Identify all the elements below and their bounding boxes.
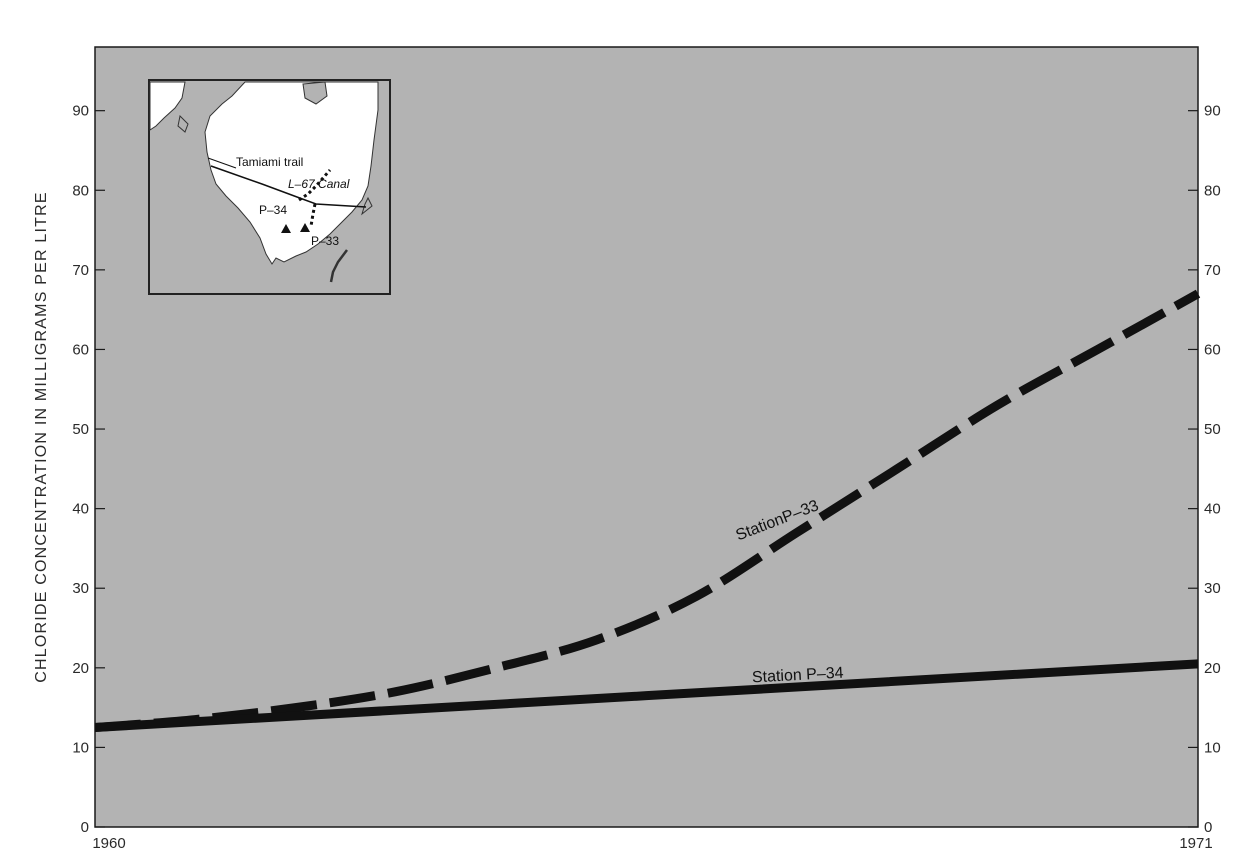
y-axis-ticks: 0 0 10 10 20 20 30 30 40 40 50 50 60 60 70 70 80 80 90 90 xyxy=(72,103,1220,836)
tamiami-leader xyxy=(207,157,237,169)
x-tick-label-1971: 1971 xyxy=(1179,835,1212,852)
series-line-p34 xyxy=(94,659,1199,733)
y-tick-label-right-10: 10 xyxy=(1204,739,1221,756)
y-tick-label-left-10: 10 xyxy=(72,739,89,756)
y-tick-label-right-50: 50 xyxy=(1204,421,1221,438)
y-tick-label-left-40: 40 xyxy=(72,501,89,518)
station-p34-marker xyxy=(281,224,291,233)
map-label-tamiami: Tamiami trail xyxy=(236,155,303,169)
inset-map: Tamiami trail L–67 Canal P–34 P–33 xyxy=(148,79,391,295)
bay-island xyxy=(177,114,189,133)
y-tick-label-right-60: 60 xyxy=(1204,341,1221,358)
florida-keys xyxy=(329,249,348,283)
florida-land xyxy=(204,81,379,265)
y-tick-label-left-70: 70 xyxy=(72,262,89,279)
y-tick-label-right-90: 90 xyxy=(1204,103,1221,120)
y-tick-label-right-80: 80 xyxy=(1204,182,1221,199)
y-tick-label-left-0: 0 xyxy=(81,819,89,836)
map-label-p33: P–33 xyxy=(311,234,339,248)
y-tick-label-right-70: 70 xyxy=(1204,262,1221,279)
y-tick-label-left-80: 80 xyxy=(72,182,89,199)
y-tick-label-right-40: 40 xyxy=(1204,501,1221,518)
y-tick-label-right-20: 20 xyxy=(1204,660,1221,677)
series-layer xyxy=(94,289,1201,733)
y-axis-title: CHLORIDE CONCENTRATION IN MILLIGRAMS PER… xyxy=(33,191,50,682)
y-tick-label-left-50: 50 xyxy=(72,421,89,438)
x-tick-label-1960: 1960 xyxy=(92,835,125,852)
y-tick-label-left-30: 30 xyxy=(72,580,89,597)
station-p33-marker xyxy=(300,223,310,232)
y-tick-label-right-30: 30 xyxy=(1204,580,1221,597)
y-tick-label-left-90: 90 xyxy=(72,103,89,120)
tamiami-trail-line xyxy=(210,165,367,208)
l67-canal-line xyxy=(298,169,332,202)
series-label-p34: Station P–34 xyxy=(752,665,844,687)
lake-okeechobee xyxy=(302,81,328,105)
y-tick-label-left-20: 20 xyxy=(72,660,89,677)
y-tick-label-left-60: 60 xyxy=(72,341,89,358)
y-tick-label-right-0: 0 xyxy=(1204,819,1212,836)
panhandle-land xyxy=(149,81,186,131)
map-label-canal: L–67 Canal xyxy=(288,177,350,191)
series-line-p33 xyxy=(94,289,1201,732)
map-label-p34: P–34 xyxy=(259,203,287,217)
l67-canal-south xyxy=(309,203,317,227)
biscayne-bay xyxy=(361,196,373,216)
